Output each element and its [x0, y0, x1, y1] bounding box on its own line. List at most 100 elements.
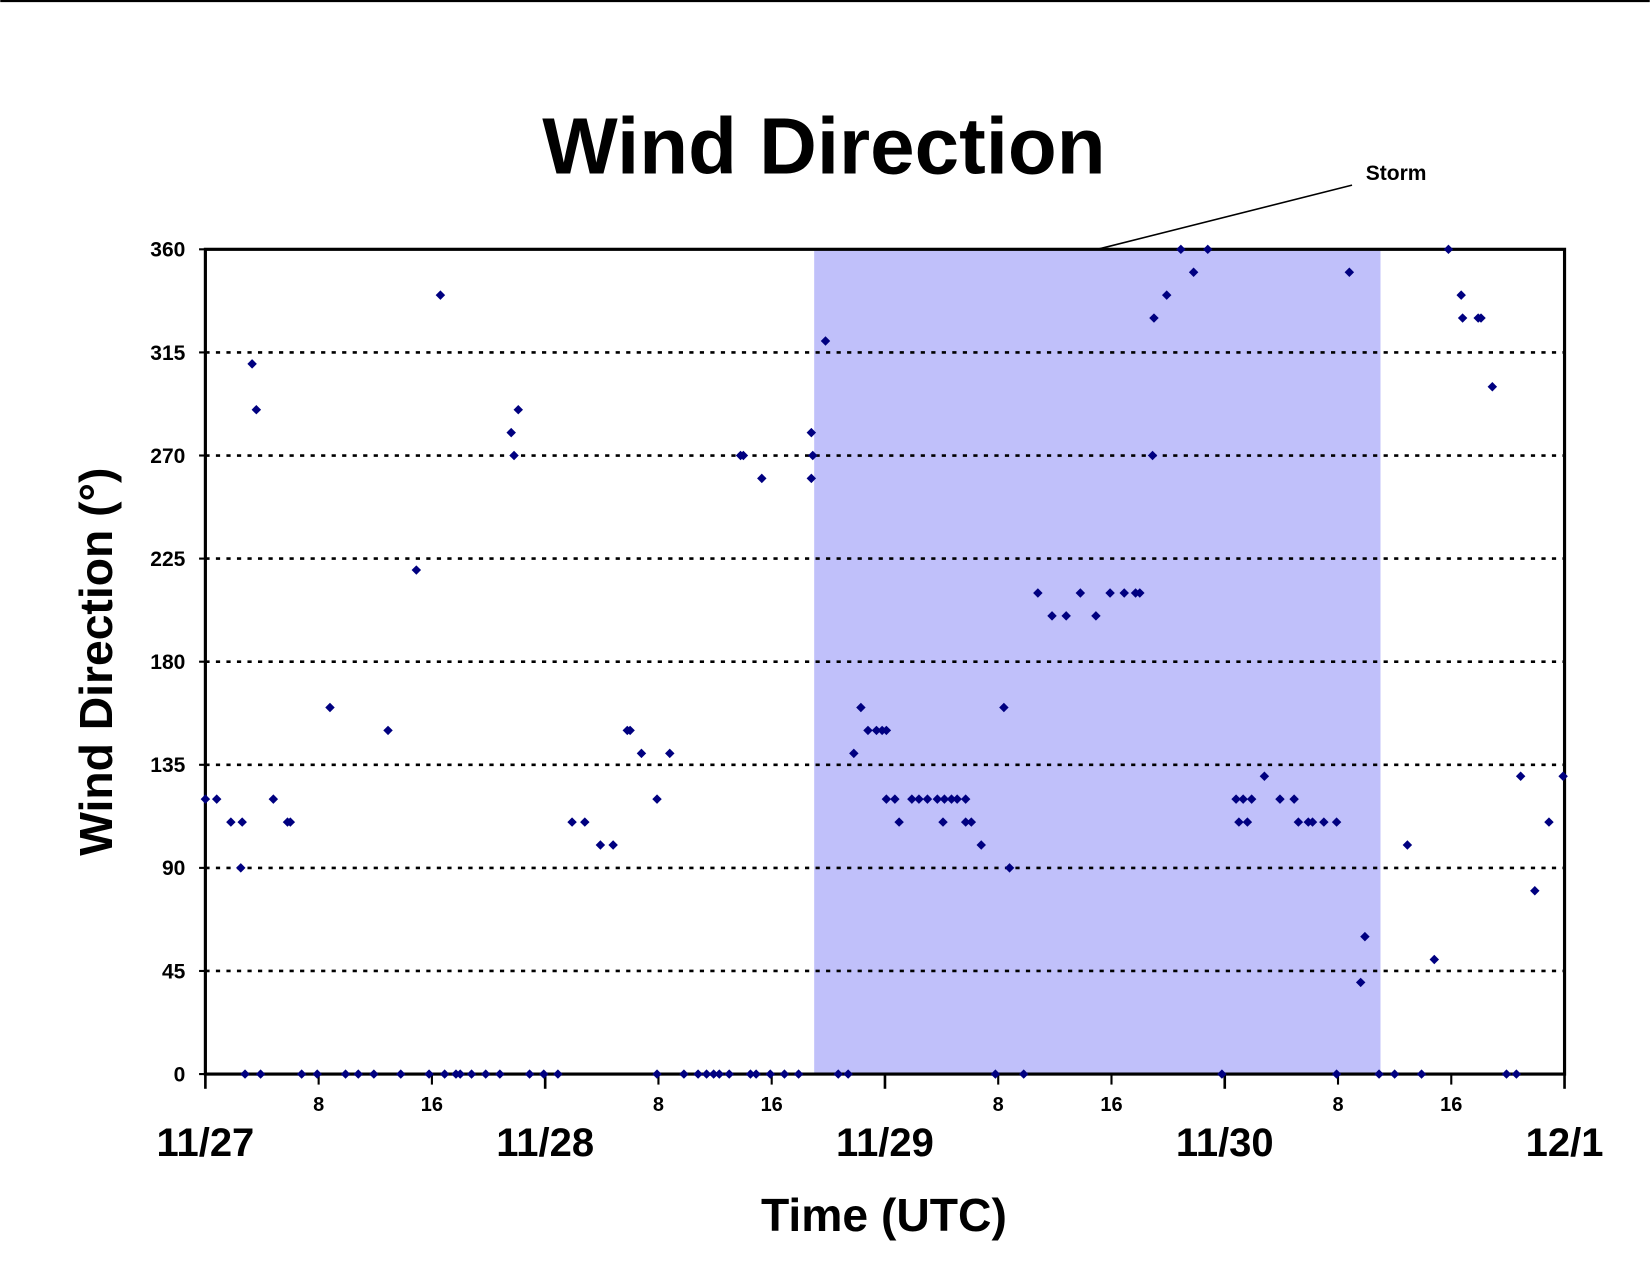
data-point: [240, 1069, 250, 1079]
data-point: [665, 748, 675, 759]
data-point: [1161, 290, 1172, 300]
data-point: [567, 817, 577, 827]
data-point: [738, 450, 749, 461]
data-point: [439, 1069, 450, 1079]
data-point: [757, 473, 767, 484]
y-tick-label: 135: [150, 754, 185, 777]
data-point: [369, 1069, 379, 1079]
data-point: [353, 1069, 364, 1079]
data-point: [1515, 771, 1526, 781]
plot-frame: [203, 247, 1567, 1076]
data-point: [679, 1069, 689, 1079]
data-point: [1147, 450, 1158, 461]
data-point: [608, 840, 618, 850]
data-point: [411, 565, 422, 575]
data-point: [1331, 1069, 1342, 1079]
data-point: [1487, 382, 1498, 392]
data-point: [1091, 611, 1101, 621]
data-point: [1004, 863, 1015, 873]
data-point: [424, 1069, 434, 1079]
date-tick-label: 12/1: [1526, 1121, 1604, 1165]
x-axis-label: Time (UTC): [761, 1189, 1007, 1241]
date-tick-label: 11/30: [1176, 1121, 1274, 1165]
data-point: [693, 1069, 703, 1079]
y-tick-label: 270: [150, 445, 185, 468]
x-tick-label: 8: [653, 1094, 664, 1116]
data-point: [509, 450, 519, 461]
data-point: [793, 1069, 804, 1079]
data-point: [779, 1069, 790, 1079]
data-point: [296, 1069, 307, 1079]
data-point: [251, 404, 262, 415]
data-point: [849, 748, 859, 759]
data-point: [1217, 1069, 1227, 1079]
data-point: [1360, 931, 1370, 942]
data-point: [636, 748, 647, 759]
data-point: [652, 1069, 662, 1079]
y-tick-label: 0: [174, 1063, 186, 1086]
data-point: [745, 1069, 756, 1079]
data-point: [506, 427, 516, 438]
data-point: [396, 1069, 406, 1079]
data-point: [580, 817, 590, 827]
data-point: [1061, 611, 1071, 621]
data-point: [1558, 771, 1568, 781]
data-point: [237, 817, 247, 827]
y-tick-label: 315: [150, 342, 185, 365]
date-tick-label: 11/27: [156, 1121, 254, 1165]
data-point: [1149, 313, 1159, 323]
data-point: [1443, 244, 1454, 255]
storm-region: [814, 249, 1381, 1075]
annotation-leader: [1097, 184, 1353, 251]
data-point: [466, 1069, 477, 1079]
data-point: [1511, 1069, 1522, 1079]
data-point: [1402, 840, 1413, 850]
data-point: [268, 794, 279, 804]
data-point: [513, 404, 524, 415]
y-tick-label: 45: [162, 960, 186, 983]
x-tick-label: 16: [421, 1094, 443, 1116]
data-point: [833, 1069, 843, 1079]
data-point: [1047, 611, 1057, 621]
data-point: [1203, 244, 1213, 255]
data-point: [990, 1069, 1001, 1079]
data-point: [236, 863, 246, 873]
y-axis-label: Wind Direction (°): [70, 468, 122, 856]
data-point: [211, 794, 222, 804]
data-point: [495, 1069, 505, 1079]
data-point: [999, 702, 1009, 713]
data-point: [312, 1069, 322, 1079]
data-point: [808, 450, 818, 461]
x-tick-label: 16: [761, 1094, 783, 1116]
data-point: [435, 290, 446, 300]
annotation-text: Storm: [1366, 162, 1427, 185]
data-point: [553, 1069, 563, 1079]
data-point: [1374, 1069, 1384, 1079]
x-tick-label: 16: [1440, 1094, 1462, 1116]
data-point: [1389, 1069, 1400, 1079]
chart-title: Wind Direction: [542, 102, 1105, 191]
x-tick-label: 8: [313, 1094, 324, 1116]
data-point: [1544, 817, 1554, 827]
data-point: [1416, 1069, 1427, 1079]
data-point: [871, 725, 882, 736]
data-point: [1501, 1069, 1512, 1079]
data-point: [247, 359, 257, 369]
data-point: [1457, 313, 1468, 323]
data-point: [625, 725, 635, 736]
data-point: [1429, 954, 1440, 965]
data-point: [1018, 1069, 1029, 1079]
data-point: [1456, 290, 1466, 300]
data-point: [325, 702, 335, 713]
data-point: [751, 1069, 761, 1079]
data-point: [1355, 977, 1366, 988]
data-point: [255, 1069, 266, 1079]
x-tick-label: 16: [1100, 1094, 1122, 1116]
y-tick-label: 360: [150, 239, 185, 262]
data-point: [714, 1069, 725, 1079]
y-tick-label: 225: [150, 548, 185, 571]
data-point: [226, 817, 236, 827]
data-point: [652, 794, 662, 804]
